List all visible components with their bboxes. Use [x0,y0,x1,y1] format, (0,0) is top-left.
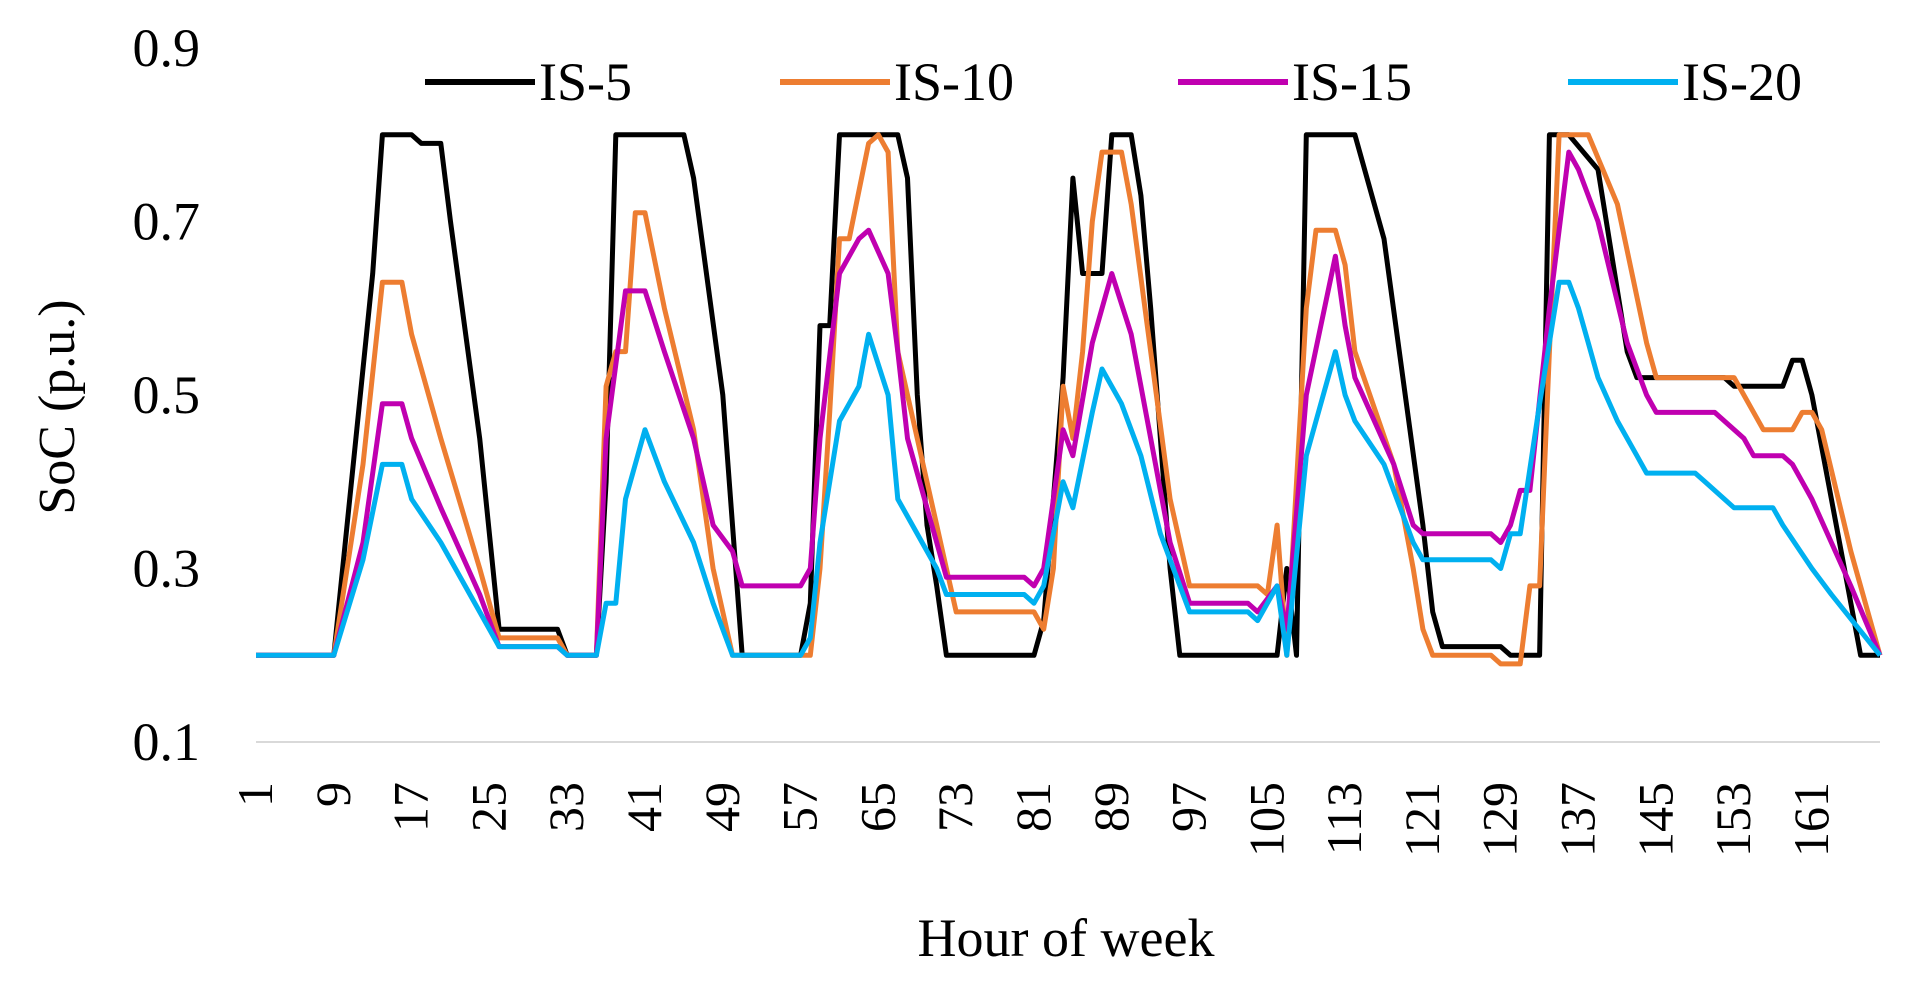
y-tick-label: 0.7 [133,192,201,252]
x-tick-label: 113 [1316,782,1372,855]
x-tick-label: 73 [927,782,983,832]
x-tick-label: 97 [1161,782,1217,832]
x-axis-label: Hour of week [918,908,1215,968]
y-tick-label: 0.9 [133,18,201,78]
y-tick-label: 0.1 [133,712,201,772]
series-layer [256,132,1883,667]
x-tick-label: 81 [1005,782,1061,832]
y-axis-label: SoC (p.u.) [29,299,86,514]
x-tick-label: 49 [694,782,750,832]
x-tick-label: 105 [1238,782,1294,857]
x-tick-label: 25 [460,782,516,832]
x-tick-label: 89 [1083,782,1139,832]
series-line-is-5 [256,132,1880,658]
x-tick-label: 65 [849,782,905,832]
series-line-is-10 [256,132,1883,667]
y-axis: 0.1 0.3 0.5 0.7 0.9 [133,18,201,772]
x-axis: 1 9 17 25 33 41 49 57 65 73 81 89 97 105 113 121 129 137 1… [227,782,1839,857]
legend-label-is-20: IS-20 [1682,52,1802,112]
x-tick-label: 129 [1472,782,1528,857]
legend-label-is-5: IS-5 [539,52,632,112]
x-tick-label: 9 [305,782,361,807]
x-tick-label: 57 [772,782,828,832]
legend-label-is-10: IS-10 [894,52,1014,112]
x-tick-label: 17 [383,782,439,832]
x-tick-label: 1 [227,782,283,807]
x-tick-label: 145 [1627,782,1683,857]
x-tick-label: 137 [1550,782,1606,857]
x-tick-label: 161 [1783,782,1839,857]
legend-label-is-15: IS-15 [1292,52,1412,112]
y-tick-label: 0.3 [133,539,201,599]
series-line-is-15 [256,149,1883,658]
x-tick-label: 153 [1705,782,1761,857]
legend: IS-5 IS-10 IS-15 IS-20 [425,52,1802,112]
x-tick-label: 33 [538,782,594,832]
series-line-is-20 [256,279,1882,658]
x-tick-label: 41 [616,782,672,832]
x-tick-label: 121 [1394,782,1450,857]
y-tick-label: 0.5 [133,365,201,425]
